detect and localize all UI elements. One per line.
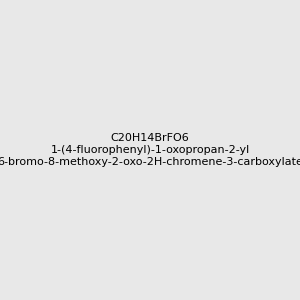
- Text: C20H14BrFO6
1-(4-fluorophenyl)-1-oxopropan-2-yl
6-bromo-8-methoxy-2-oxo-2H-chrom: C20H14BrFO6 1-(4-fluorophenyl)-1-oxoprop…: [0, 134, 300, 166]
